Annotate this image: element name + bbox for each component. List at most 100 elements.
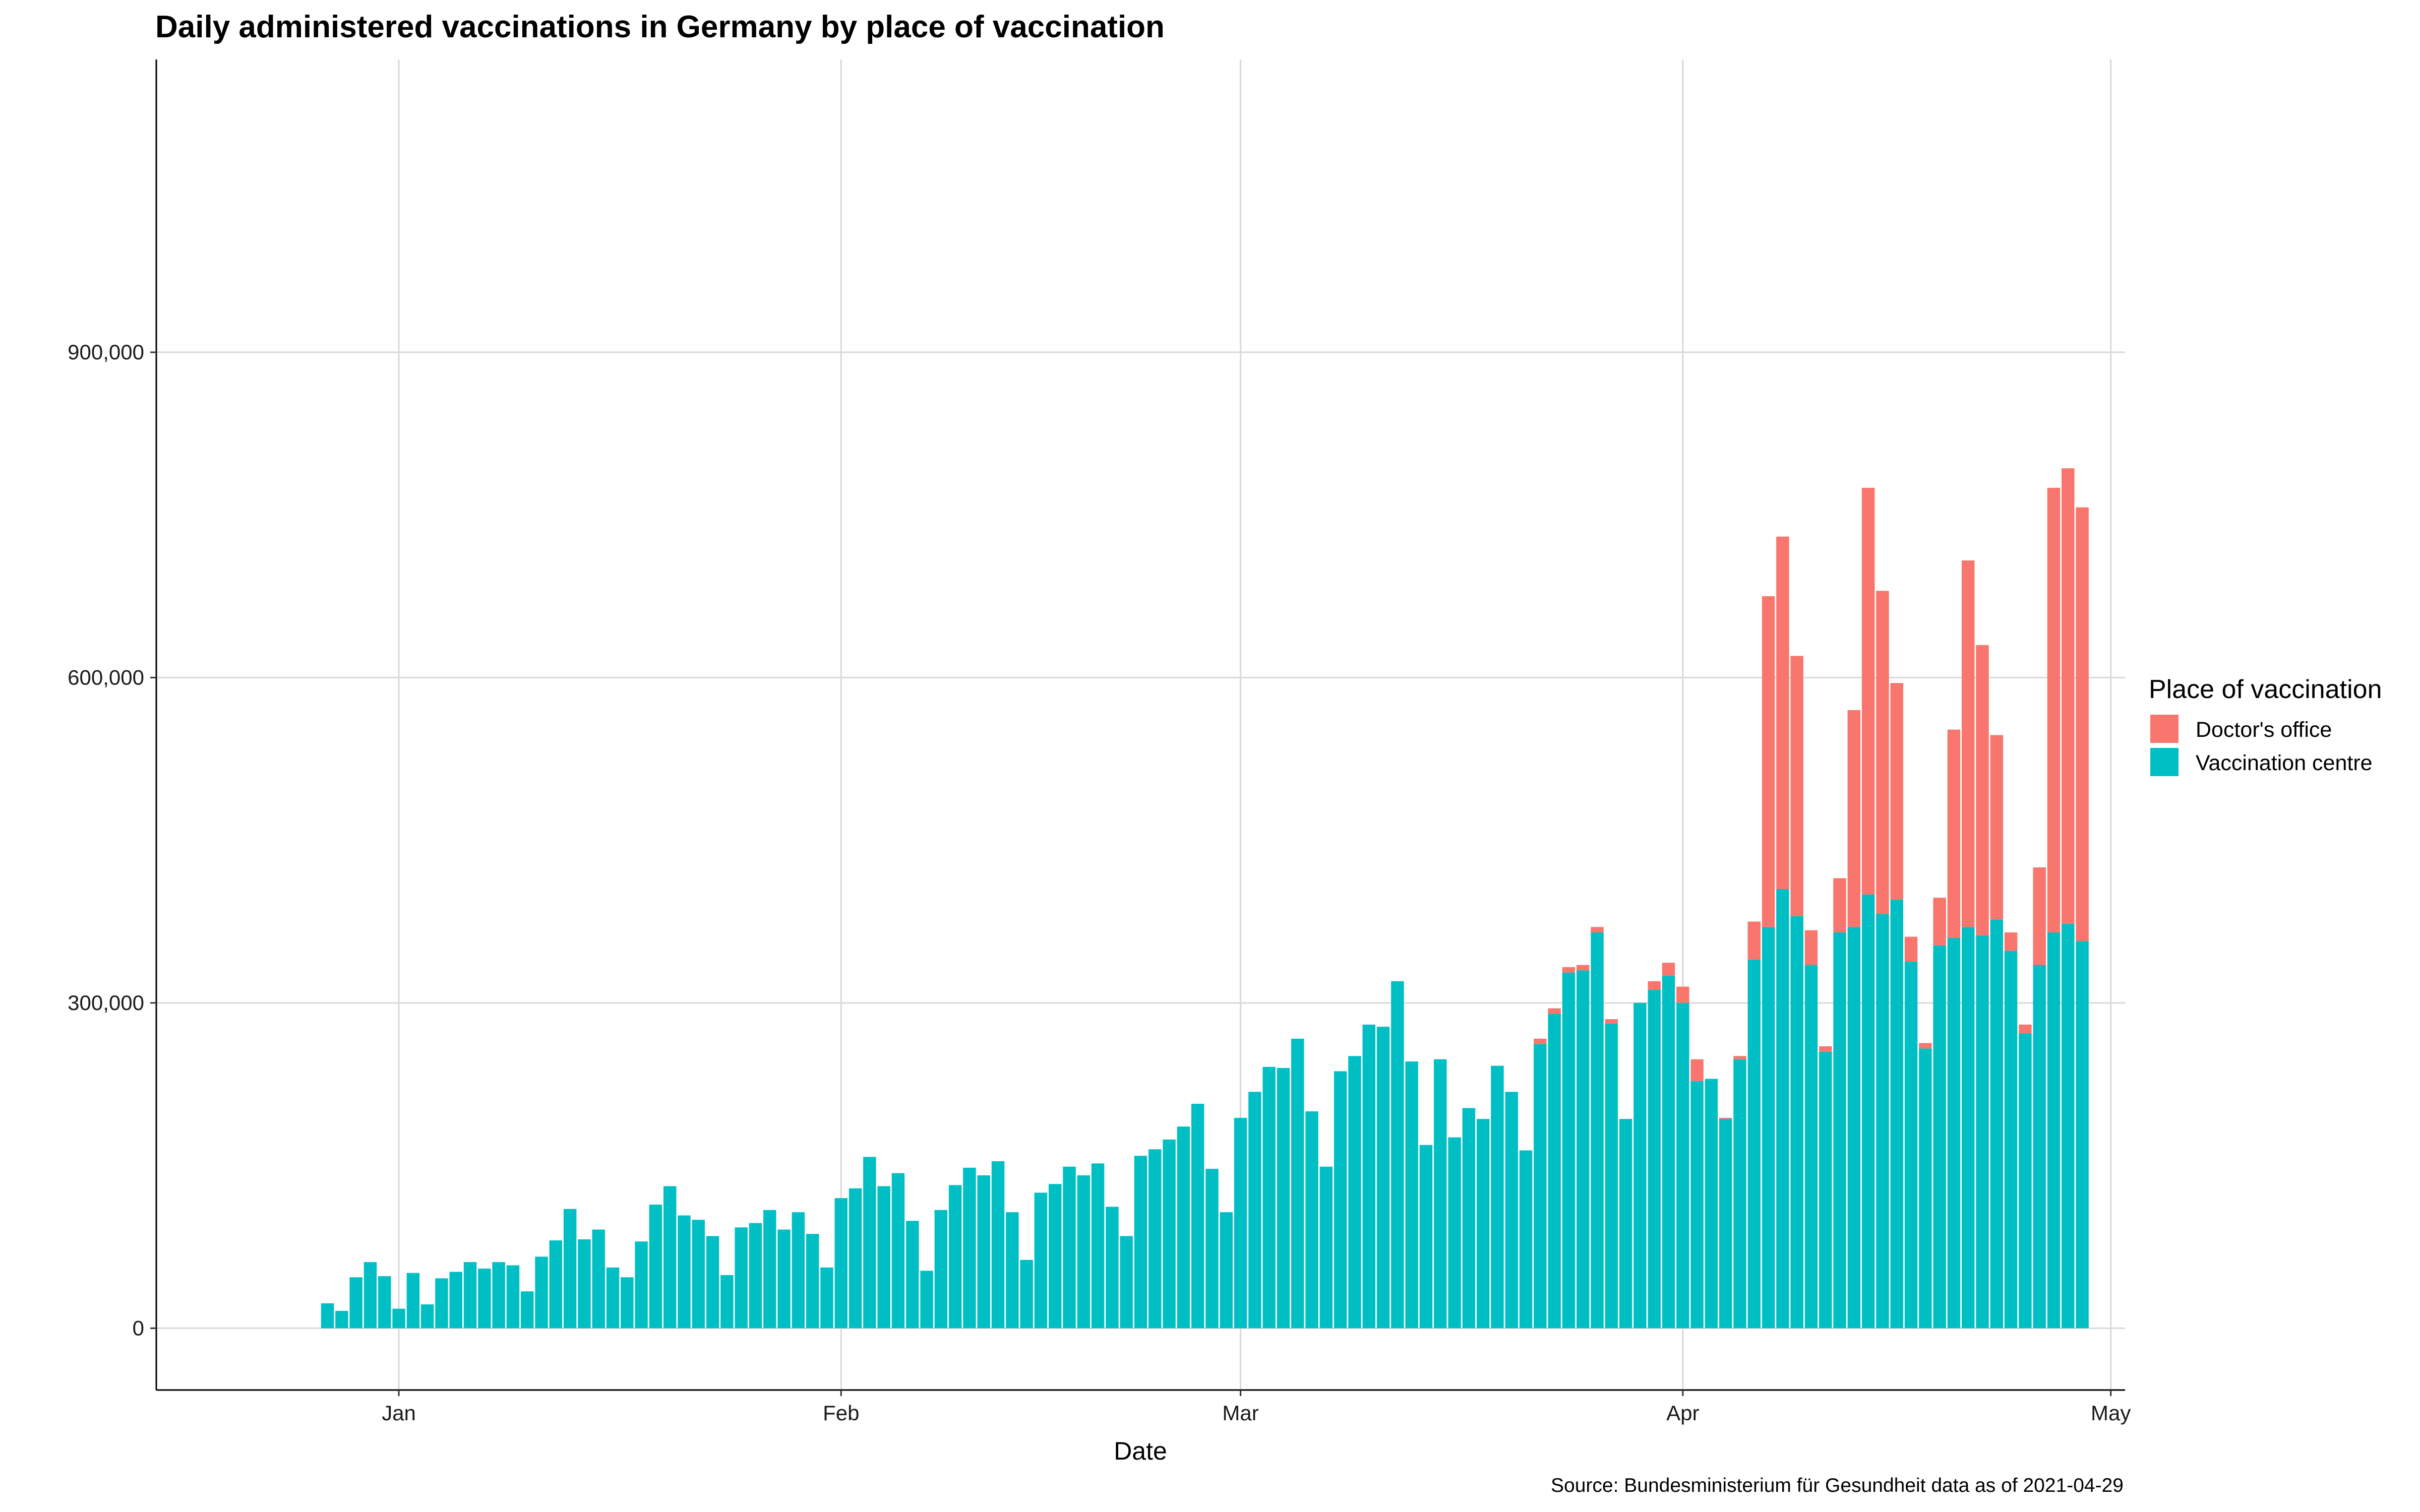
bar-vaccination-centre: [1077, 1175, 1091, 1329]
bar-vaccination-centre: [735, 1227, 748, 1329]
bar-vaccination-centre: [1833, 932, 1846, 1329]
legend-label-doctors-office: Doctor's office: [2196, 718, 2332, 742]
bar-vaccination-centre: [1819, 1051, 1832, 1329]
source-caption: Source: Bundesministerium für Gesundheit…: [1551, 1475, 2124, 1496]
legend-label-vaccination-centre: Vaccination centre: [2196, 751, 2373, 775]
bar-vaccination-centre: [563, 1209, 577, 1329]
bar-doctors-office: [1776, 536, 1789, 889]
y-tick-label: 900,000: [68, 340, 144, 364]
legend-swatch-doctors-office: [2150, 715, 2179, 743]
bar-vaccination-centre: [1091, 1163, 1105, 1329]
bar-doctors-office: [1804, 930, 1818, 965]
bar-vaccination-centre: [1762, 927, 1775, 1329]
bar-doctors-office: [1662, 963, 1675, 976]
bar-vaccination-centre: [364, 1262, 377, 1329]
bar-vaccination-centre: [478, 1269, 491, 1329]
y-tick-label: 600,000: [68, 665, 144, 689]
bar-vaccination-centre: [820, 1267, 833, 1329]
bar-vaccination-centre: [991, 1161, 1005, 1329]
bar-vaccination-centre: [2004, 951, 2018, 1329]
bar-doctors-office: [2062, 468, 2075, 924]
x-tick-label: Mar: [1222, 1401, 1258, 1425]
bar-vaccination-centre: [1034, 1192, 1048, 1329]
bar-vaccination-centre: [1605, 1023, 1618, 1329]
bar-vaccination-centre: [1362, 1024, 1375, 1329]
y-tick-label: 0: [133, 1316, 144, 1340]
bar-vaccination-centre: [592, 1229, 605, 1329]
bar-vaccination-centre: [335, 1310, 348, 1329]
bar-vaccination-centre: [2062, 923, 2075, 1329]
bar-vaccination-centre: [463, 1262, 477, 1329]
bar-vaccination-centre: [1163, 1139, 1176, 1329]
bar-vaccination-centre: [1548, 1014, 1561, 1329]
x-tick-label: Apr: [1666, 1401, 1699, 1425]
bar-vaccination-centre: [1790, 916, 1803, 1329]
bar-vaccination-centre: [1676, 1002, 1689, 1329]
bar-vaccination-centre: [834, 1198, 848, 1329]
bar-vaccination-centre: [635, 1241, 648, 1329]
bar-vaccination-centre: [1134, 1156, 1147, 1329]
bar-vaccination-centre: [1491, 1065, 1504, 1329]
bar-doctors-office: [1819, 1046, 1832, 1052]
bar-vaccination-centre: [1063, 1166, 1076, 1329]
bar-vaccination-centre: [1919, 1048, 1932, 1329]
bar-vaccination-centre: [1690, 1081, 1704, 1329]
bar-doctors-office: [1947, 729, 1961, 938]
bar-vaccination-centre: [621, 1277, 634, 1329]
bar-vaccination-centre: [1976, 935, 1989, 1329]
bar-vaccination-centre: [1305, 1111, 1318, 1329]
bar-vaccination-centre: [1376, 1027, 1390, 1329]
x-tick-label: May: [2091, 1401, 2131, 1425]
bar-vaccination-centre: [1006, 1212, 1019, 1329]
bar-vaccination-centre: [849, 1188, 862, 1329]
bar-vaccination-centre: [1634, 1002, 1647, 1329]
bar-vaccination-centre: [1205, 1169, 1219, 1329]
bar-vaccination-centre: [1876, 914, 1889, 1329]
bar-vaccination-centre: [2076, 941, 2089, 1329]
bar-vaccination-centre: [1619, 1119, 1632, 1329]
bar-doctors-office: [1747, 921, 1761, 960]
bar-vaccination-centre: [1804, 965, 1818, 1329]
bar-vaccination-centre: [1933, 945, 1946, 1329]
bar-vaccination-centre: [906, 1221, 919, 1329]
bar-vaccination-centre: [549, 1240, 563, 1329]
bar-vaccination-centre: [1476, 1119, 1490, 1329]
bar-doctors-office: [1933, 898, 1946, 946]
bar-doctors-office: [1534, 1038, 1547, 1044]
bar-vaccination-centre: [1861, 894, 1875, 1329]
bar-doctors-office: [1961, 560, 1975, 927]
bar-doctors-office: [1676, 986, 1689, 1003]
bar-vaccination-centre: [934, 1210, 948, 1329]
y-tick-label: 300,000: [68, 991, 144, 1015]
bar-vaccination-centre: [891, 1173, 905, 1329]
bar-vaccination-centre: [578, 1239, 591, 1329]
bar-vaccination-centre: [1234, 1117, 1247, 1329]
bar-vaccination-centre: [1990, 919, 2004, 1329]
bar-vaccination-centre: [678, 1215, 691, 1329]
bar-vaccination-centre: [1591, 932, 1604, 1329]
bar-vaccination-centre: [449, 1272, 462, 1329]
bar-vaccination-centre: [1534, 1044, 1547, 1329]
bar-vaccination-centre: [1348, 1056, 1361, 1329]
bar-vaccination-centre: [1419, 1145, 1433, 1329]
bar-vaccination-centre: [792, 1212, 805, 1329]
bar-vaccination-centre: [863, 1157, 876, 1329]
bar-vaccination-centre: [1462, 1108, 1476, 1329]
bar-vaccination-centre: [1776, 889, 1789, 1329]
bar-vaccination-centre: [706, 1236, 719, 1329]
gridlines: [156, 59, 2125, 1390]
bar-vaccination-centre: [506, 1265, 520, 1329]
bar-vaccination-centre: [1733, 1059, 1746, 1329]
y-axis: 0 300,000 600,000 900,000: [68, 340, 156, 1340]
bar-doctors-office: [1861, 487, 1875, 895]
bar-vaccination-centre: [392, 1308, 405, 1329]
bar-vaccination-centre: [1562, 972, 1576, 1329]
bar-vaccination-centre: [535, 1256, 548, 1329]
bar-doctors-office: [1904, 936, 1918, 962]
bar-vaccination-centre: [763, 1210, 776, 1329]
bar-vaccination-centre: [435, 1278, 448, 1329]
bar-doctors-office: [1790, 656, 1803, 916]
bar-vaccination-centre: [1291, 1038, 1304, 1329]
bar-doctors-office: [1890, 683, 1903, 900]
bar-vaccination-centre: [492, 1262, 505, 1329]
